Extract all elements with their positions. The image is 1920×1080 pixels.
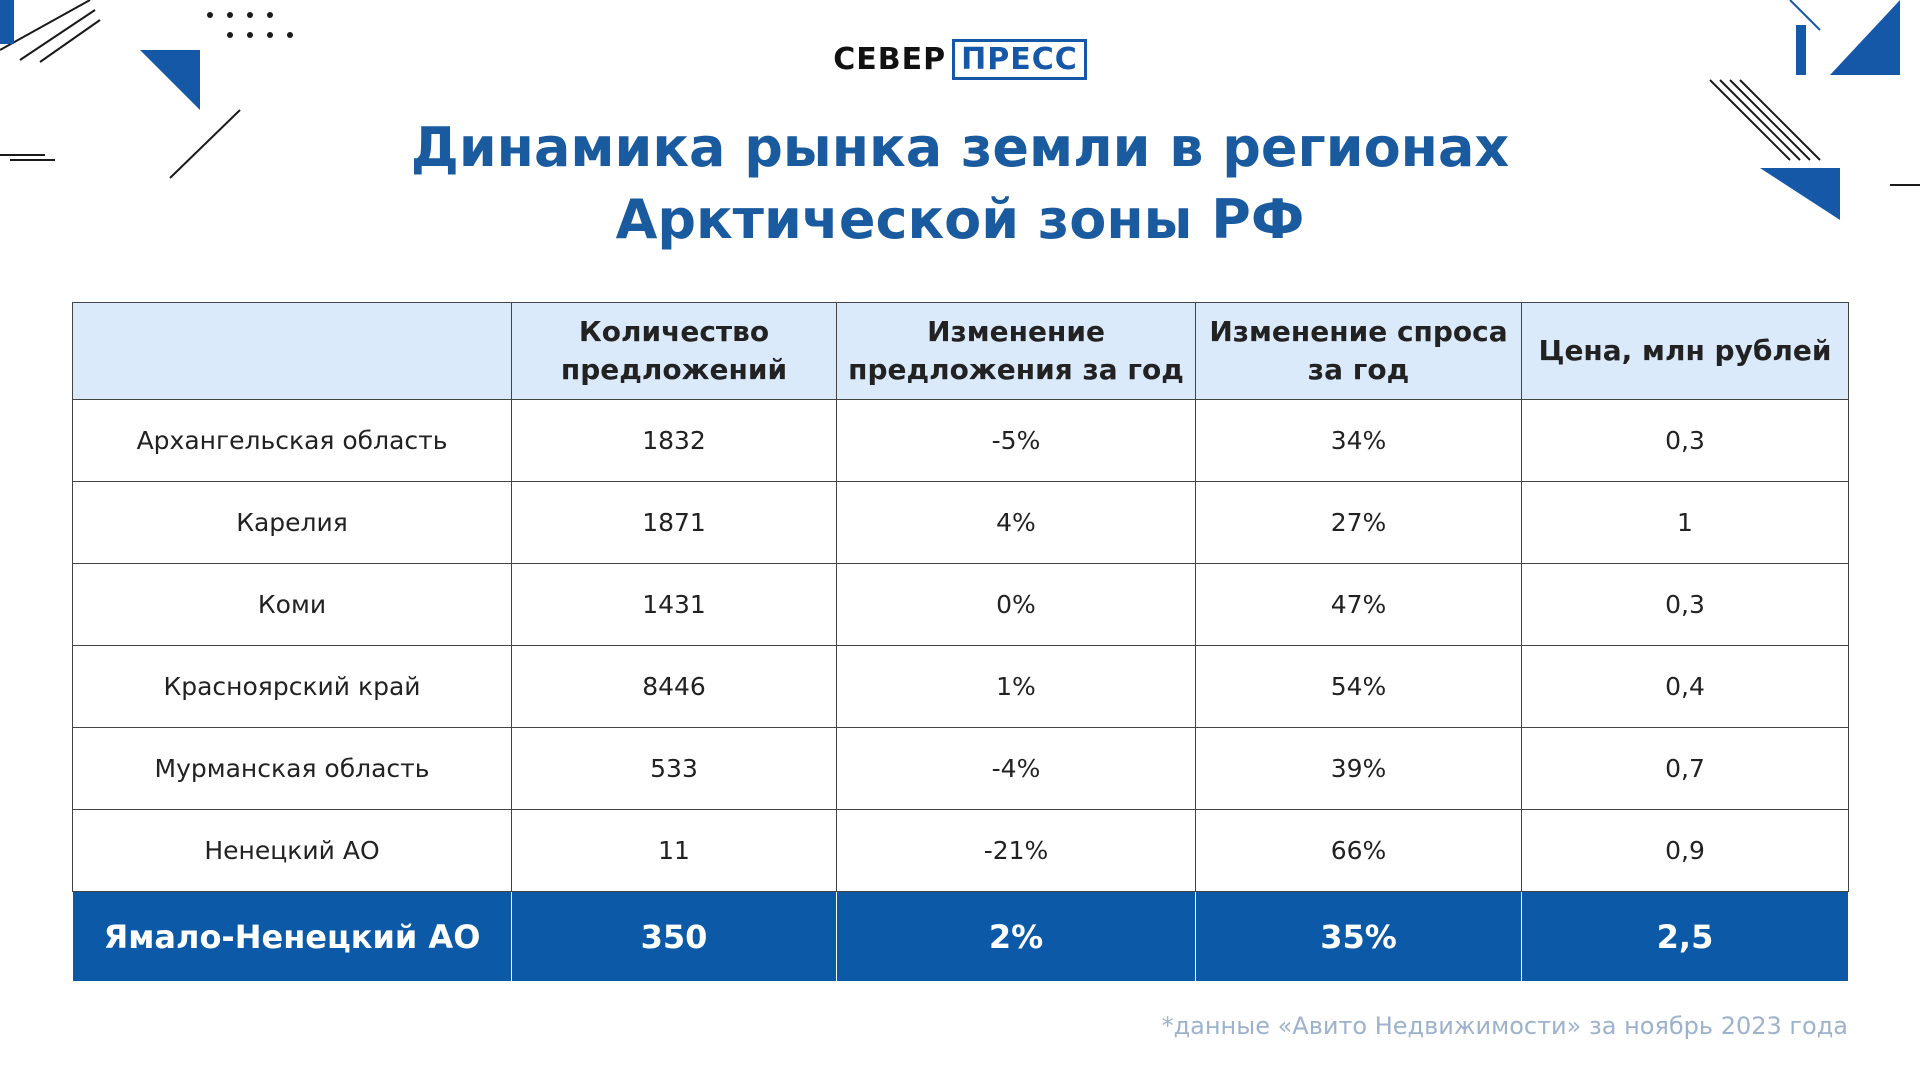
data-table: Количество предложений Изменение предложе…	[72, 302, 1849, 982]
value-cell: 34%	[1195, 399, 1522, 482]
header-cell: Количество предложений	[511, 302, 837, 400]
title: Динамика рынка земли в регионах Арктичес…	[0, 112, 1920, 256]
value-cell: 39%	[1195, 727, 1522, 810]
header-cell: Изменение предложения за год	[836, 302, 1196, 400]
footnote: *данные «Авито Недвижимости» за ноябрь 2…	[1161, 1012, 1848, 1040]
region-cell: Коми	[72, 563, 512, 646]
value-cell: 2%	[836, 891, 1196, 982]
value-cell: 66%	[1195, 809, 1522, 892]
table-row: Карелия 1871 4% 27% 1	[72, 481, 1849, 564]
region-cell: Карелия	[72, 481, 512, 564]
region-cell: Мурманская область	[72, 727, 512, 810]
value-cell: 1832	[511, 399, 837, 482]
logo-right: ПРЕСС	[952, 39, 1087, 80]
title-line: Арктической зоны РФ	[615, 188, 1305, 251]
value-cell: 1431	[511, 563, 837, 646]
table-row: Коми 1431 0% 47% 0,3	[72, 563, 1849, 646]
value-cell: -4%	[836, 727, 1196, 810]
value-cell: 1%	[836, 645, 1196, 728]
value-cell: 27%	[1195, 481, 1522, 564]
value-cell: 8446	[511, 645, 837, 728]
title-line: Динамика рынка земли в регионах	[410, 116, 1510, 179]
value-cell: 47%	[1195, 563, 1522, 646]
value-cell: -5%	[836, 399, 1196, 482]
table-row: Мурманская область 533 -4% 39% 0,7	[72, 727, 1849, 810]
table-row: Красноярский край 8446 1% 54% 0,4	[72, 645, 1849, 728]
table-row: Ненецкий АО 11 -21% 66% 0,9	[72, 809, 1849, 892]
region-cell: Красноярский край	[72, 645, 512, 728]
value-cell: 533	[511, 727, 837, 810]
region-cell: Архангельская область	[72, 399, 512, 482]
value-cell: 35%	[1195, 891, 1522, 982]
decoration	[0, 0, 1920, 220]
value-cell: 0,3	[1521, 563, 1849, 646]
region-cell: Ненецкий АО	[72, 809, 512, 892]
logo-left: СЕВЕР	[833, 42, 947, 77]
header-cell: Изменение спроса за год	[1195, 302, 1522, 400]
region-cell: Ямало-Ненецкий АО	[72, 891, 512, 982]
value-cell: 1	[1521, 481, 1849, 564]
value-cell: -21%	[836, 809, 1196, 892]
value-cell: 11	[511, 809, 837, 892]
header-cell: Цена, млн рублей	[1521, 302, 1849, 400]
value-cell: 54%	[1195, 645, 1522, 728]
value-cell: 0%	[836, 563, 1196, 646]
header-row: Количество предложений Изменение предложе…	[72, 302, 1849, 400]
value-cell: 4%	[836, 481, 1196, 564]
logo: СЕВЕР ПРЕСС	[0, 39, 1920, 80]
header-cell	[72, 302, 512, 400]
value-cell: 0,7	[1521, 727, 1849, 810]
value-cell: 1871	[511, 481, 837, 564]
value-cell: 0,9	[1521, 809, 1849, 892]
value-cell: 0,3	[1521, 399, 1849, 482]
value-cell: 350	[511, 891, 837, 982]
value-cell: 2,5	[1521, 891, 1849, 982]
table-row: Архангельская область 1832 -5% 34% 0,3	[72, 399, 1849, 482]
table-row: Ямало-Ненецкий АО 350 2% 35% 2,5	[72, 891, 1849, 982]
value-cell: 0,4	[1521, 645, 1849, 728]
